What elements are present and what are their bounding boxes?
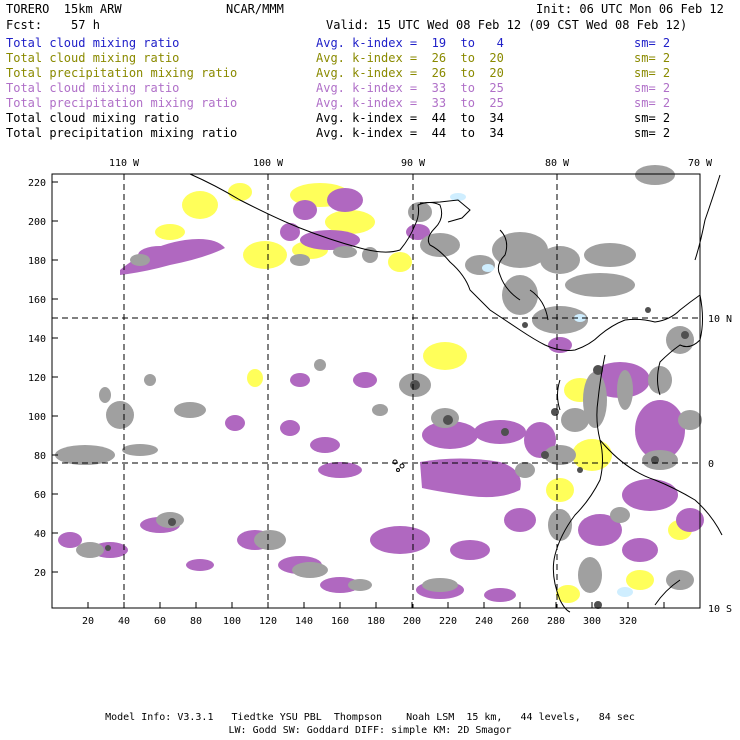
- legend-field: Total cloud mixing ratio: [6, 36, 180, 50]
- legend-field: Total precipitation mixing ratio: [6, 96, 238, 110]
- legend-field: Total precipitation mixing ratio: [6, 66, 238, 80]
- legend-row: Total precipitation mixing ratio: [6, 66, 237, 80]
- y-tick-label: 80: [34, 451, 46, 462]
- cloud-field-layer: [55, 165, 704, 609]
- top-lon-labels: 110 W 100 W 90 W 80 W 70 W: [109, 158, 713, 169]
- y-tick-label: 120: [28, 373, 46, 384]
- x-tick-label: 240: [475, 616, 493, 627]
- lon-label: 110 W: [109, 158, 140, 169]
- y-tick-label: 200: [28, 217, 46, 228]
- x-tick-label: 260: [511, 616, 529, 627]
- legend-kindex: Avg. k-index = 33 to 25: [316, 81, 504, 95]
- legend-kindex: Avg. k-index = 26 to 20: [316, 51, 504, 65]
- x-tick-label: 40: [118, 616, 130, 627]
- y-tick-label: 40: [34, 529, 46, 540]
- legend-row: Total precipitation mixing ratio: [6, 96, 237, 110]
- x-tick-label: 180: [367, 616, 385, 627]
- y-tick-label: 100: [28, 412, 46, 423]
- legend-row: Total cloud mixing ratio: [6, 111, 179, 125]
- y-tick-label: 60: [34, 490, 46, 501]
- y-tick-label: 180: [28, 256, 46, 267]
- center-label: NCAR/MMM: [226, 2, 284, 16]
- legend-kindex: Avg. k-index = 44 to 34: [316, 111, 504, 125]
- legend-kindex: Avg. k-index = 26 to 20: [316, 66, 504, 80]
- lon-label: 100 W: [253, 158, 284, 169]
- x-tick-label: 100: [223, 616, 241, 627]
- y-tick-label: 220: [28, 178, 46, 189]
- purple-precip-areas: [58, 188, 704, 602]
- y-tick-label: 160: [28, 295, 46, 306]
- legend-field: Total cloud mixing ratio: [6, 111, 180, 125]
- init-time: Init: 06 UTC Mon 06 Feb 12: [536, 2, 724, 16]
- legend-sm: sm= 2: [634, 126, 671, 140]
- legend-sm: sm= 2: [634, 66, 671, 80]
- x-tick-label: 20: [82, 616, 94, 627]
- legend-row: Total precipitation mixing ratio: [6, 126, 237, 140]
- valid-time: Valid: 15 UTC Wed 08 Feb 12 (09 CST Wed …: [326, 18, 688, 32]
- lat-label: 10 N: [708, 314, 732, 325]
- x-tick-label: 160: [331, 616, 349, 627]
- x-tick-label: 140: [295, 616, 313, 627]
- x-tick-label: 200: [403, 616, 421, 627]
- legend-sm: sm= 2: [634, 96, 671, 110]
- galapagos-islands: [392, 459, 405, 472]
- x-tick-label: 80: [190, 616, 202, 627]
- legend-row: Total cloud mixing ratio: [6, 81, 179, 95]
- model-info: Model Info: V3.3.1 Tiedtke YSU PBL Thomp…: [105, 712, 635, 723]
- forecast-hour: Fcst: 57 h: [6, 18, 100, 32]
- x-tick-label: 300: [583, 616, 601, 627]
- legend-kindex: Avg. k-index = 19 to 4: [316, 36, 504, 50]
- lon-label: 70 W: [688, 158, 713, 169]
- axis-ticks: [52, 181, 701, 608]
- model-title: TORERO 15km ARW: [6, 2, 122, 16]
- y-tick-label: 20: [34, 568, 46, 579]
- legend-sm: sm= 2: [634, 51, 671, 65]
- gray-cloud-areas: [55, 165, 702, 593]
- legend-field: Total precipitation mixing ratio: [6, 126, 238, 140]
- y-tick-labels: 20 40 60 80 100 120 140 160 180 200 220: [28, 178, 46, 579]
- lon-label: 90 W: [401, 158, 426, 169]
- x-tick-label: 120: [259, 616, 277, 627]
- lon-label: 80 W: [545, 158, 570, 169]
- x-tick-label: 280: [547, 616, 565, 627]
- physics-info: LW: Godd SW: Goddard DIFF: simple KM: 2D…: [228, 725, 512, 736]
- lat-lon-grid: [52, 174, 700, 608]
- legend-sm: sm= 2: [634, 36, 671, 50]
- legend-kindex: Avg. k-index = 33 to 25: [316, 96, 504, 110]
- x-tick-label: 220: [439, 616, 457, 627]
- legend-field: Total cloud mixing ratio: [6, 81, 180, 95]
- legend-sm: sm= 2: [634, 111, 671, 125]
- light-blue-patches: [450, 193, 633, 597]
- legend-kindex: Avg. k-index = 44 to 34: [316, 126, 504, 140]
- legend-row: Total cloud mixing ratio: [6, 51, 179, 65]
- lat-label: 10 S: [708, 604, 732, 615]
- legend-row: Total cloud mixing ratio: [6, 36, 179, 50]
- y-tick-label: 140: [28, 334, 46, 345]
- legend-field: Total cloud mixing ratio: [6, 51, 180, 65]
- x-tick-label: 320: [619, 616, 637, 627]
- right-lat-labels: 10 N 0 10 S: [708, 314, 732, 615]
- x-tick-labels: 20 40 60 80 100 120 140 160 180 200 220 …: [82, 616, 637, 627]
- legend-sm: sm= 2: [634, 81, 671, 95]
- x-tick-label: 60: [154, 616, 166, 627]
- lat-label: 0: [708, 459, 714, 470]
